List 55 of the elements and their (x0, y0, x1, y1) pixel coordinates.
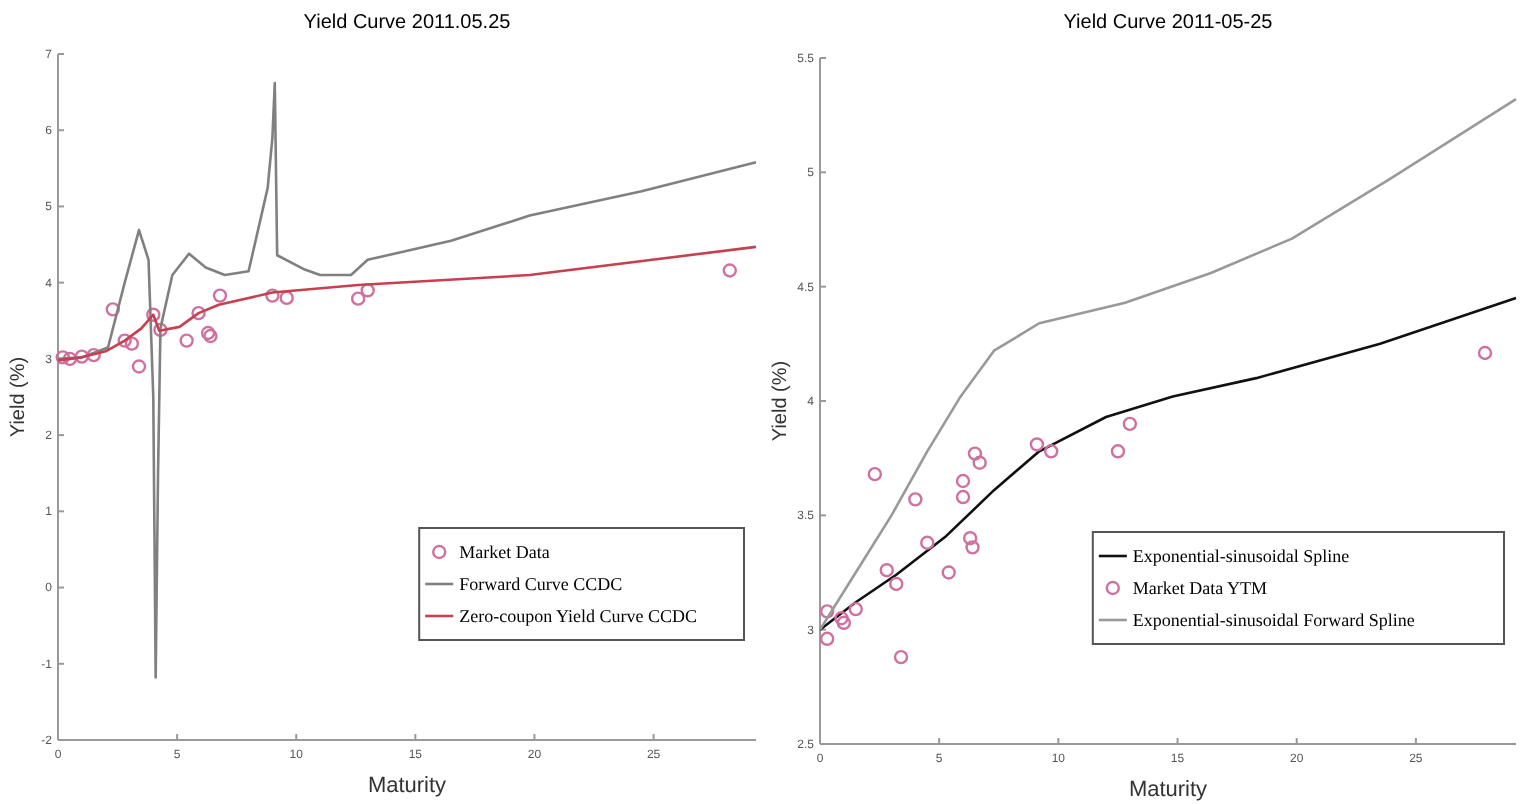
point (1044, 444, 1059, 459)
x-axis-title: Maturity (1128, 778, 1209, 802)
point (153, 322, 168, 338)
point (819, 631, 835, 647)
point (360, 283, 375, 298)
point (955, 489, 971, 505)
point (1029, 437, 1045, 452)
y-axis-title: Yield (%) (8, 356, 30, 438)
point (265, 288, 280, 303)
line-series (56, 245, 758, 362)
legend-label: Exponential-sinusoidal Spline (1132, 545, 1350, 566)
point (124, 336, 140, 351)
point (836, 615, 852, 631)
point (834, 611, 849, 626)
point (86, 347, 101, 363)
chart-title: Yield Curve 2011-05-25 (1063, 12, 1274, 34)
point (879, 563, 894, 578)
point (1110, 444, 1126, 459)
legend-label: Exponential-sinusoidal Forward Spline (1132, 609, 1415, 630)
legend-label: Market Data YTM (1132, 577, 1268, 598)
x-axis-title: Maturity (367, 774, 448, 798)
point (350, 291, 366, 306)
point (131, 359, 147, 374)
legend-label: Zero-coupon Yield Curve CCDC (459, 605, 698, 626)
point (1477, 345, 1493, 361)
point (74, 349, 90, 364)
line-series (56, 81, 758, 679)
point (105, 302, 120, 317)
legend-label: Forward Curve CCDC (459, 573, 623, 594)
point (55, 350, 70, 365)
point (819, 604, 835, 619)
point (212, 288, 228, 303)
point (62, 351, 78, 367)
point (179, 333, 194, 348)
point (848, 601, 863, 617)
point (962, 531, 978, 546)
point (191, 305, 206, 321)
y-axis-title: Yield (%) (770, 360, 792, 442)
point (867, 466, 883, 482)
point (722, 263, 737, 278)
chart-title: Yield Curve 2011.05.25 (303, 12, 512, 34)
point (893, 649, 909, 665)
point (972, 455, 987, 470)
point (967, 446, 983, 461)
point (920, 535, 935, 550)
point (889, 576, 904, 592)
legend-label: Market Data (459, 541, 550, 562)
point (955, 473, 971, 489)
point (146, 307, 161, 322)
point (965, 540, 980, 555)
point (117, 333, 132, 348)
point (941, 565, 956, 580)
point (1122, 416, 1138, 432)
point (908, 492, 923, 507)
point (279, 290, 294, 306)
